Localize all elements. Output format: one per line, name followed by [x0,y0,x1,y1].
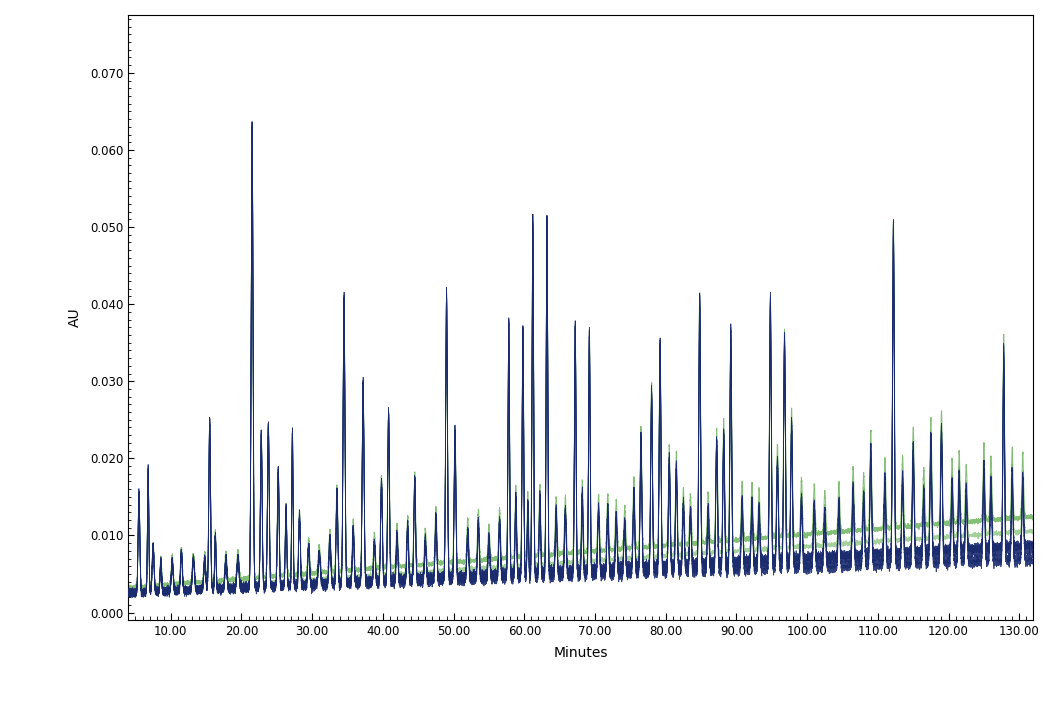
Y-axis label: AU: AU [68,308,81,328]
X-axis label: Minutes: Minutes [553,646,608,661]
